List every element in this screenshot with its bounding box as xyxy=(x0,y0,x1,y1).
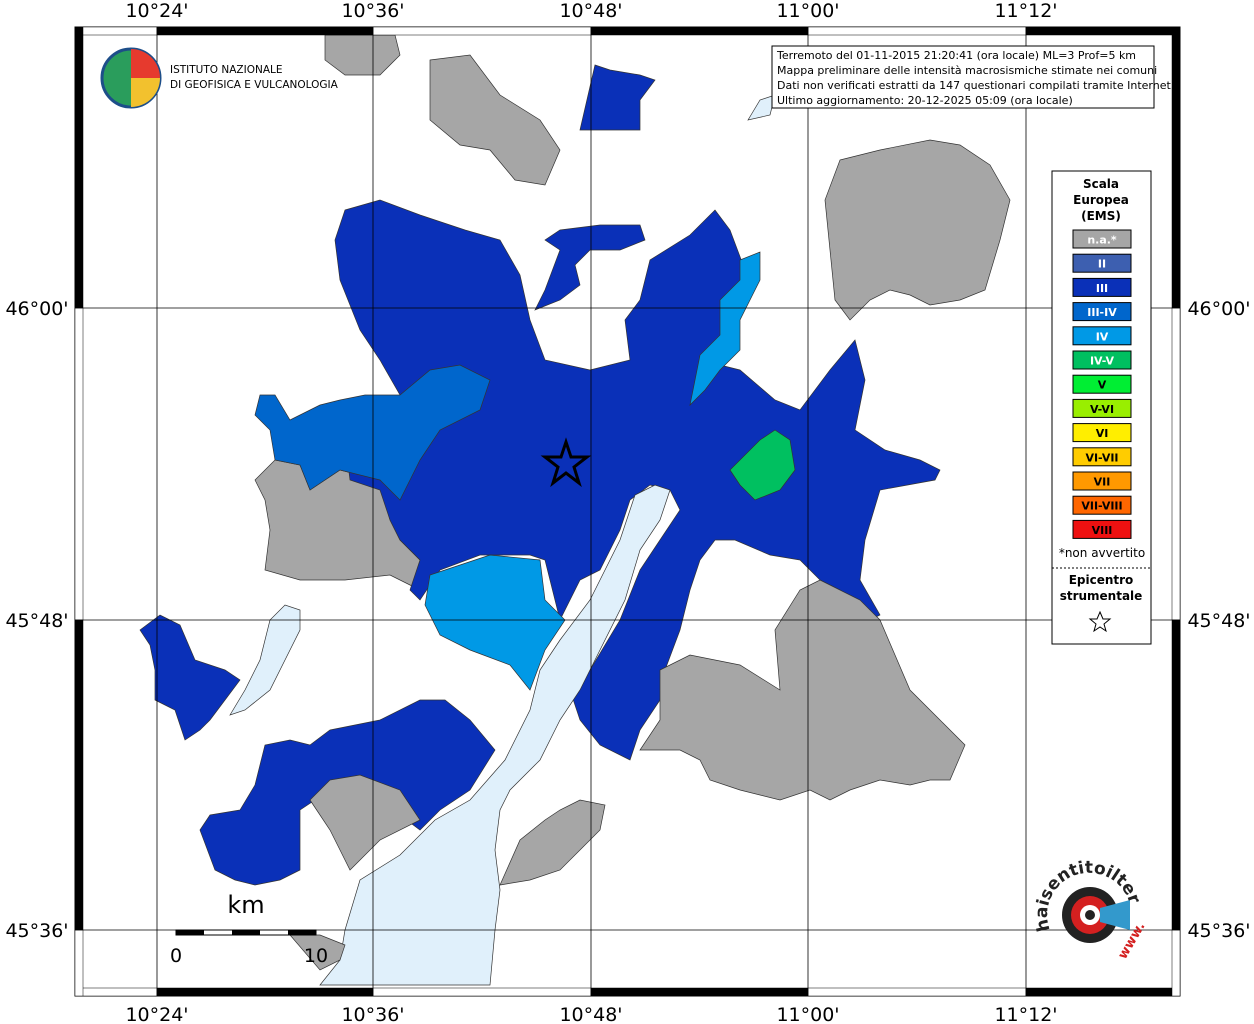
info-line: Dati non verificati estratti da 147 ques… xyxy=(777,79,1174,92)
lon-label: 11°12' xyxy=(994,0,1057,22)
legend-swatch xyxy=(1072,277,1132,297)
frame-bar xyxy=(74,987,158,997)
legend-label: VI xyxy=(1096,427,1109,440)
lat-label: 46°00' xyxy=(5,298,68,320)
info-line: Terremoto del 01-11-2015 21:20:41 (ora l… xyxy=(776,49,1136,62)
lat-label: 45°48' xyxy=(1187,610,1250,632)
frame-bar xyxy=(156,987,374,997)
frame-bar xyxy=(1025,987,1181,997)
frame-bar xyxy=(1171,26,1181,309)
frame-bar xyxy=(807,987,1027,997)
frame-bar xyxy=(74,26,84,309)
legend-swatch xyxy=(1072,471,1132,491)
legend-swatch xyxy=(1072,350,1132,370)
legend-swatch xyxy=(1072,253,1132,273)
legend-note: *non avvertito xyxy=(1059,546,1145,560)
frame-bar xyxy=(74,619,84,931)
lon-label: 11°00' xyxy=(776,0,839,22)
legend-title: (EMS) xyxy=(1081,209,1121,223)
legend-swatch xyxy=(1072,495,1132,515)
legend-label: VII xyxy=(1094,476,1111,489)
legend-label: n.a.* xyxy=(1087,234,1117,247)
legend-star xyxy=(1088,610,1112,633)
legend-epicenter: strumentale xyxy=(1060,589,1143,603)
legend-label: V-VI xyxy=(1090,403,1114,416)
lon-label: 10°48' xyxy=(559,1004,622,1024)
lat-label: 45°36' xyxy=(5,920,68,942)
legend-label: IV-V xyxy=(1090,355,1115,368)
frame-bar xyxy=(74,26,158,36)
frame-bar xyxy=(1171,619,1181,931)
legend-swatch xyxy=(1072,447,1132,467)
legend-swatch xyxy=(1072,398,1132,418)
lat-label: 46°00' xyxy=(1187,298,1250,320)
frame-bar xyxy=(156,26,374,36)
scale-unit: km xyxy=(227,891,264,919)
frame-bar xyxy=(1025,26,1181,36)
frame-bar xyxy=(590,987,809,997)
legend-label: VI-VII xyxy=(1085,451,1118,464)
lon-label: 10°24' xyxy=(125,1004,188,1024)
logo-text: DI GEOFISICA E VULCANOLOGIA xyxy=(170,79,339,91)
legend-label: IV xyxy=(1096,330,1109,343)
legend-title: Europea xyxy=(1073,193,1129,207)
lon-label: 10°48' xyxy=(559,0,622,22)
legend-label: III-IV xyxy=(1087,306,1117,319)
legend-label: VII-VIII xyxy=(1081,500,1122,513)
lon-label: 10°36' xyxy=(341,1004,404,1024)
lon-label: 11°00' xyxy=(776,1004,839,1024)
frame-bar xyxy=(590,26,809,36)
frame-bar xyxy=(807,26,1027,36)
legend-epicenter: Epicentro xyxy=(1069,573,1134,587)
legend-title: Scala xyxy=(1083,177,1119,191)
legend-swatch xyxy=(1072,423,1132,443)
info-line: Ultimo aggiornamento: 20-12-2025 05:09 (… xyxy=(777,94,1073,107)
epicenter-star xyxy=(540,437,592,488)
graticule xyxy=(74,26,1181,997)
frame-bar xyxy=(74,307,84,621)
scale-label: 0 xyxy=(170,945,182,967)
frame-bar xyxy=(1171,307,1181,621)
legend-label: V xyxy=(1098,379,1107,392)
frame-bar xyxy=(1171,929,1181,997)
ingv-logo: ISTITUTO NAZIONALE DI GEOFISICA E VULCAN… xyxy=(100,47,339,109)
lat-label: 45°48' xyxy=(5,610,68,632)
legend-swatch xyxy=(1072,326,1132,346)
logo-text: ISTITUTO NAZIONALE xyxy=(170,64,283,76)
legend-label: III xyxy=(1096,282,1108,295)
scale-label: 10 xyxy=(304,945,328,967)
legend-swatch xyxy=(1072,519,1132,539)
legend-swatch xyxy=(1072,229,1132,249)
legend-label: II xyxy=(1098,258,1106,271)
lat-label: 45°36' xyxy=(1187,920,1250,942)
legend-swatch xyxy=(1072,374,1132,394)
legend-label: VIII xyxy=(1092,524,1113,537)
frame-bar xyxy=(74,929,84,997)
info-line: Mappa preliminare delle intensità macros… xyxy=(777,64,1157,77)
frame-bar xyxy=(372,987,592,997)
regions xyxy=(139,34,1011,986)
lon-label: 11°12' xyxy=(994,1004,1057,1024)
scale-bar: km 0 10 xyxy=(170,891,328,967)
frame-bar xyxy=(372,26,592,36)
lon-label: 10°36' xyxy=(341,0,404,22)
lon-label: 10°24' xyxy=(125,0,188,22)
info-box xyxy=(771,45,1155,109)
legend-swatch xyxy=(1072,302,1132,322)
